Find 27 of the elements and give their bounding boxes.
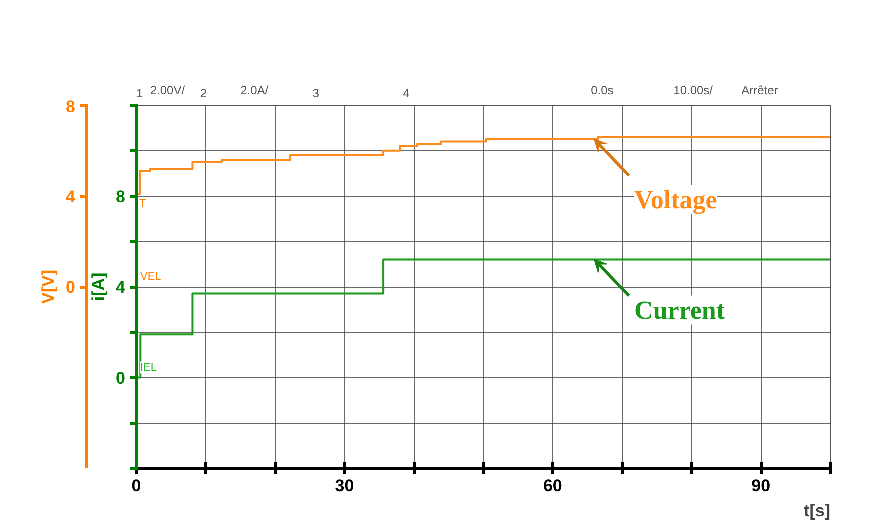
x-axis-title: t[s] [804,502,831,520]
y2-tick-label: 4 [66,187,76,206]
annotation: IEL [140,362,158,374]
series-label: Voltage [634,186,718,215]
text: 4 [402,86,410,100]
series-label: Current [634,296,726,325]
text: 2 [200,86,208,100]
x-tick-label: 60 [543,476,562,496]
y2-tick-label: 8 [66,98,76,116]
x-tick-label: 30 [335,476,354,496]
y-tick-label: 8 [116,187,126,206]
y2-axis-title: V[V] [39,270,58,304]
text: 10.00s/ [674,84,714,98]
y-axis-title: i[A] [89,272,108,302]
x-tick-label: 90 [752,476,771,496]
annotation: VEL [140,271,162,283]
text: 1 [136,86,144,100]
text: Arrêter [742,84,778,98]
text: 3 [312,86,320,100]
text: 2.00V/ [150,84,186,98]
x-tick-label: 0 [132,476,142,496]
y-tick-label: 4 [116,278,126,297]
annotation: T [140,198,146,210]
text: 2.0A/ [240,84,270,98]
text: 0.0s [591,84,614,98]
y-tick-label: 0 [116,368,126,388]
y2-tick-label: 0 [66,278,76,297]
